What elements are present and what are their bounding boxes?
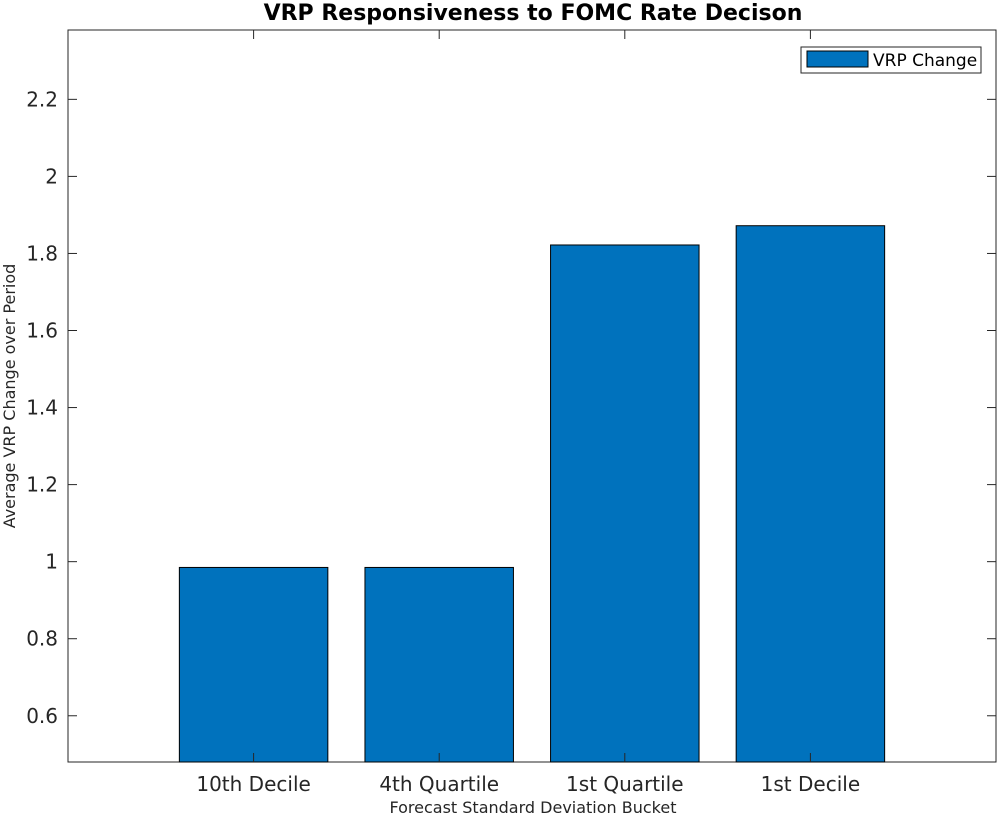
y-tick-label: 1.2	[26, 473, 58, 497]
y-ticks: 0.6 0.8 1 1.2 1.4 1.6 1.8 2 2.2	[26, 87, 996, 728]
x-ticks: 10th Decile 4th Quartile 1st Quartile 1st D…	[196, 30, 860, 796]
y-tick-label: 1.8	[26, 241, 58, 265]
y-tick-label: 1.4	[26, 396, 58, 420]
y-tick-label: 1.6	[26, 319, 58, 343]
legend-label: VRP Change	[873, 51, 977, 71]
y-axis-label: Average VRP Change over Period	[0, 264, 19, 529]
bar	[364, 566, 514, 763]
plot-area: 0.6 0.8 1 1.2 1.4 1.6 1.8 2 2.2 10th Decile 4th Q…	[26, 29, 997, 796]
y-tick-label: 1	[45, 550, 58, 574]
x-tick-label: 4th Quartile	[379, 772, 499, 796]
bar	[735, 225, 886, 763]
y-tick-label: 0.6	[26, 704, 58, 728]
x-tick-label: 1st Quartile	[566, 772, 684, 796]
legend-swatch	[806, 50, 869, 68]
y-tick-label: 0.8	[26, 627, 58, 651]
bar	[178, 566, 329, 763]
y-tick-label: 2	[45, 164, 58, 188]
chart-title: VRP Responsiveness to FOMC Rate Decison	[264, 1, 803, 26]
bar	[550, 244, 700, 763]
legend: VRP Change	[800, 46, 982, 74]
x-axis-label: Forecast Standard Deviation Bucket	[389, 798, 676, 817]
x-tick-label: 10th Decile	[196, 772, 310, 796]
x-tick-label: 1st Decile	[761, 772, 860, 796]
y-tick-label: 2.2	[26, 87, 58, 111]
bars-group	[178, 225, 886, 763]
